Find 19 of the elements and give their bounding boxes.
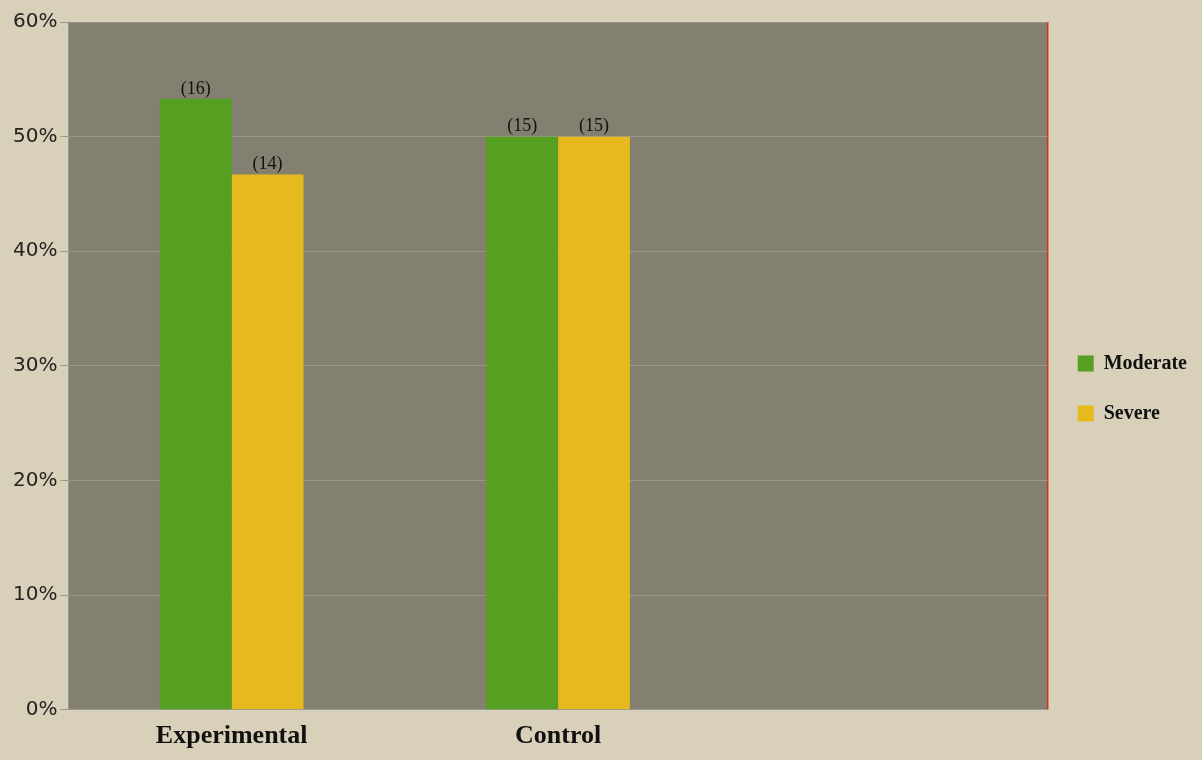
y-tick-label: 20%	[13, 466, 58, 491]
y-tick-label: 10%	[13, 581, 58, 606]
x-tick-label: Control	[514, 720, 602, 750]
bar	[558, 136, 630, 710]
bar	[159, 98, 232, 710]
y-tick-label: 0%	[25, 696, 58, 720]
legend-label: Moderate	[1103, 350, 1188, 373]
annotation: (14)	[252, 153, 283, 175]
y-tick-label: 50%	[13, 122, 58, 147]
annotation: (15)	[507, 115, 538, 137]
y-tick-label: 60%	[13, 8, 58, 33]
annotation: (15)	[578, 115, 609, 137]
bar	[486, 136, 559, 710]
y-tick-label: 40%	[13, 237, 58, 262]
x-tick-label: Experimental	[155, 720, 308, 750]
annotation: (16)	[180, 77, 211, 99]
bar	[231, 174, 304, 710]
y-tick-label: 30%	[13, 352, 58, 377]
legend-label: Severe	[1103, 400, 1161, 423]
